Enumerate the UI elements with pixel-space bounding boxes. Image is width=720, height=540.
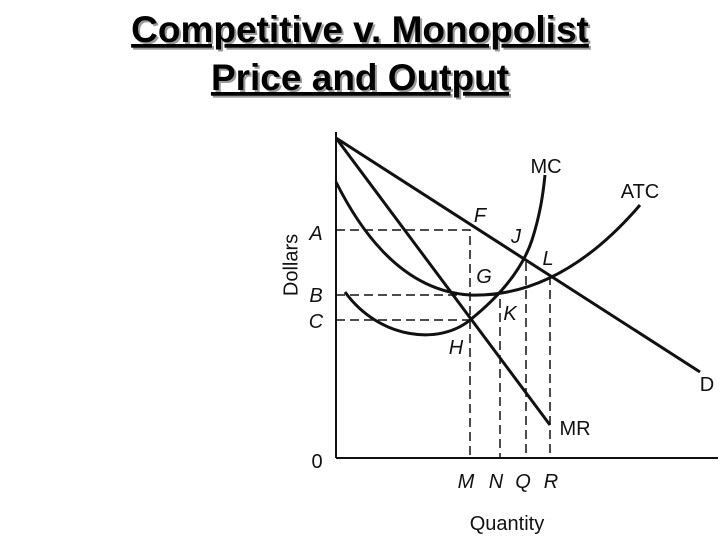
atc-curve xyxy=(334,181,642,297)
curve-label: MC xyxy=(530,156,561,178)
curve-label: MR xyxy=(559,418,590,440)
title-line: Price and Output xyxy=(211,57,509,98)
point-label: F xyxy=(474,205,488,227)
quantity-label: N xyxy=(489,471,504,493)
quantity-label: M xyxy=(458,471,475,493)
quantity-label: R xyxy=(544,471,558,493)
mr-curve xyxy=(334,137,552,426)
curve-label: D xyxy=(700,374,714,396)
point-label: L xyxy=(542,248,553,270)
curve-label: ATC xyxy=(621,181,660,203)
title-line: Competitive v. Monopolist xyxy=(131,9,589,50)
title-shadow: Price and Output xyxy=(213,59,511,100)
price-label: A xyxy=(308,223,322,245)
dashed-guide xyxy=(336,229,471,458)
point-label: G xyxy=(476,266,492,288)
quantity-label: Q xyxy=(515,471,531,493)
demand-curve xyxy=(335,136,701,374)
x-axis-label: Quantity xyxy=(470,513,544,535)
point-label: J xyxy=(510,226,522,248)
title-shadow: Competitive v. Monopolist xyxy=(133,11,591,52)
price-label: B xyxy=(309,285,322,307)
price-label: C xyxy=(309,311,324,333)
y-axis-label: Dollars xyxy=(280,234,302,296)
origin-label: 0 xyxy=(311,451,322,473)
point-label: K xyxy=(503,303,518,325)
mc-curve xyxy=(343,174,547,337)
point-label: H xyxy=(449,337,464,359)
dashed-guide xyxy=(336,294,501,458)
